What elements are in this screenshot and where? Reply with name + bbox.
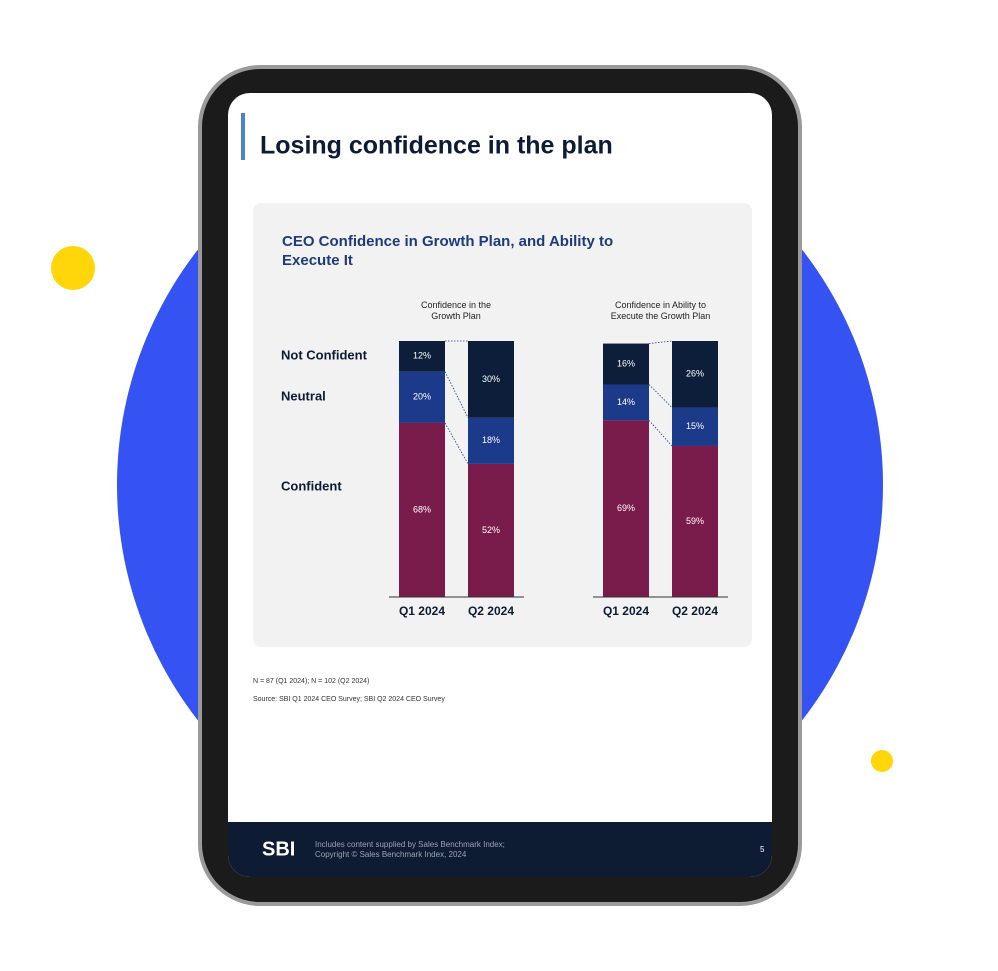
- source: Source: SBI Q1 2024 CEO Survey; SBI Q2 2…: [253, 696, 445, 703]
- x-tick-label: Q1 2024: [399, 604, 445, 618]
- chart-subtitle: Confidence in Ability to Execute the Gro…: [610, 300, 711, 321]
- dot: [51, 246, 95, 290]
- value-label: 69%: [617, 503, 635, 513]
- value-label: 18%: [482, 435, 500, 445]
- row-label: Neutral: [281, 388, 326, 403]
- logo: SBI: [262, 838, 295, 860]
- x-tick-label: Q1 2024: [603, 604, 649, 618]
- footer-text: Copyright © Sales Benchmark Index, 2024: [315, 850, 467, 859]
- bar-segment: [603, 420, 649, 597]
- footnote: N = 87 (Q1 2024); N = 102 (Q2 2024): [253, 678, 369, 685]
- heading-accent: [241, 113, 245, 160]
- connector: [648, 340, 673, 344]
- bar-segment: [399, 422, 445, 597]
- bar-segment: [468, 341, 514, 418]
- value-label: 30%: [482, 374, 500, 384]
- value-label: 26%: [686, 369, 704, 379]
- row-label: Not Confident: [281, 347, 368, 362]
- bar-segment: [672, 445, 718, 597]
- row-label: Confident: [281, 478, 342, 493]
- footer-band: [228, 822, 772, 877]
- heading: Losing confidence in the plan: [260, 132, 613, 160]
- value-label: 52%: [482, 525, 500, 535]
- connector: [444, 371, 469, 418]
- connector: [444, 422, 469, 465]
- value-label: 20%: [413, 392, 431, 402]
- page-number: 5: [760, 845, 765, 854]
- bar-segment: [603, 384, 649, 421]
- bar-segment: [468, 417, 514, 464]
- value-label: 14%: [617, 397, 635, 407]
- bar-segment: [603, 343, 649, 385]
- footer-text: Includes content supplied by Sales Bench…: [315, 840, 505, 849]
- chart-subtitle: Confidence in the Growth Plan: [420, 300, 492, 321]
- value-label: 15%: [686, 421, 704, 431]
- x-tick-label: Q2 2024: [672, 604, 718, 618]
- bar-segment: [468, 463, 514, 597]
- value-label: 12%: [413, 351, 431, 361]
- chart-title: CEO Confidence in Growth Plan, and Abili…: [282, 233, 614, 269]
- dot: [871, 750, 893, 772]
- value-label: 68%: [413, 504, 431, 514]
- bar-segment: [399, 371, 445, 423]
- connector: [648, 384, 673, 408]
- value-label: 59%: [686, 516, 704, 526]
- bar-segment: [672, 341, 718, 408]
- bar-segment: [399, 341, 445, 372]
- value-label: 16%: [617, 358, 635, 368]
- x-tick-label: Q2 2024: [468, 604, 514, 618]
- bar-segment: [672, 407, 718, 446]
